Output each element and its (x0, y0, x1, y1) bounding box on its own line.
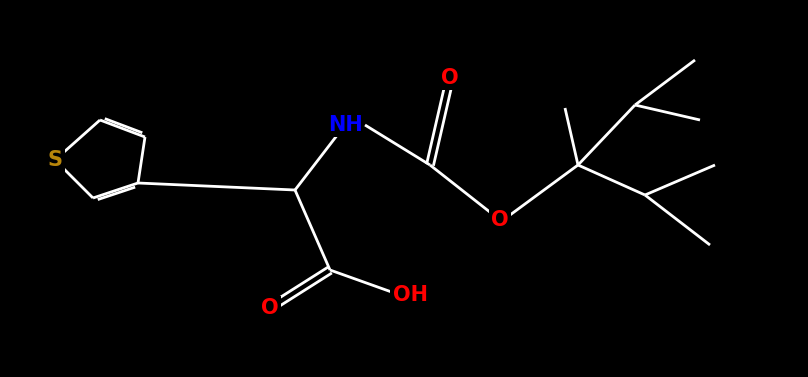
Text: OH: OH (393, 285, 427, 305)
Text: O: O (441, 68, 459, 88)
Text: NH: NH (327, 115, 362, 135)
Text: O: O (491, 210, 509, 230)
Text: O: O (261, 298, 279, 318)
Text: S: S (48, 150, 62, 170)
